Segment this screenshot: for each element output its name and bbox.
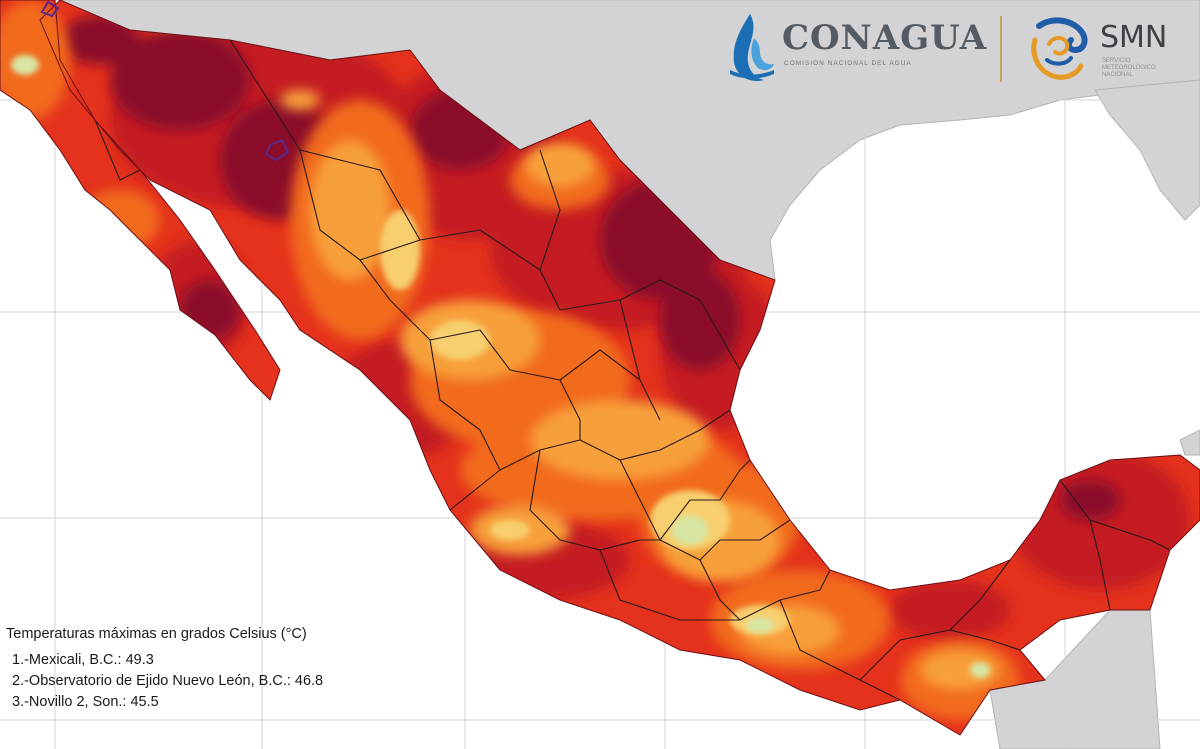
smn-logo-icon: [1031, 17, 1088, 80]
state-borders: [94, 39, 1171, 701]
agency-logos: CONAGUA COMISIÓN NACIONAL DEL AGUA SMN S…: [720, 10, 1195, 90]
florida-landmass: [1094, 79, 1200, 221]
smn-subtitle: SERVICIO METEOROLÓGICO NACIONAL: [1102, 58, 1156, 78]
temp-cool-zones: [380, 210, 790, 635]
logo-divider: [1000, 16, 1002, 82]
legend-title: Temperaturas máximas en grados Celsius (…: [6, 626, 307, 642]
temp-coolest-zones: [11, 55, 990, 678]
station-marker-ejido-nuevo-leon: [264, 138, 290, 162]
legend-item-novillo: 3.-Novillo 2, Son.: 45.5: [12, 694, 159, 710]
temp-extreme-zones: [60, 15, 1120, 520]
conagua-logo-icon: [730, 14, 774, 82]
legend-item-mexicali: 1.-Mexicali, B.C.: 49.3: [12, 652, 154, 668]
station-marker-mexicali: [40, 0, 60, 18]
cuba-landmass: [1179, 429, 1200, 456]
legend-item-ejido-nuevo-leon: 2.-Observatorio de Ejido Nuevo León, B.C…: [12, 673, 324, 689]
smn-wordmark: SMN: [1100, 20, 1168, 55]
temperature-legend: Temperaturas máximas en grados Celsius (…: [6, 626, 466, 715]
conagua-wordmark: CONAGUA: [782, 18, 988, 58]
conagua-subtitle: COMISIÓN NACIONAL DEL AGUA: [784, 60, 912, 67]
station-markers: [40, 0, 290, 162]
